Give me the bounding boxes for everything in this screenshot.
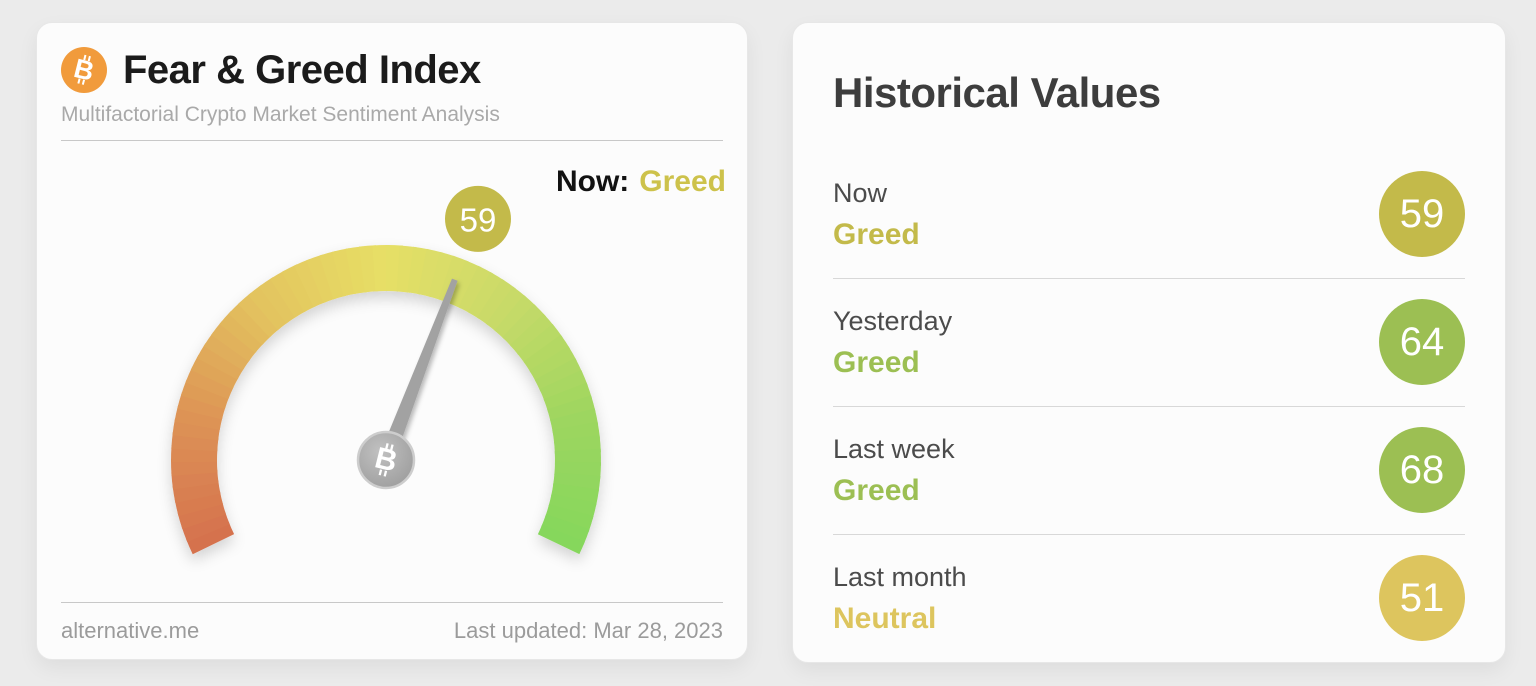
historical-row: Now Greed 59 [833, 151, 1465, 279]
gauge-value-badge [445, 185, 511, 252]
row-label: Last week [833, 433, 955, 464]
row-text: Last week Greed [833, 433, 955, 508]
historical-row: Last month Neutral 51 [833, 535, 1465, 662]
bitcoin-icon: B [61, 47, 107, 93]
row-text: Now Greed [833, 177, 920, 252]
row-value-badge: 51 [1379, 555, 1465, 641]
row-value-badge: 64 [1379, 299, 1465, 385]
gauge-value: 59 [460, 201, 497, 238]
fng-footer: alternative.me Last updated: Mar 28, 202… [61, 602, 723, 659]
current-sentiment-label: Now: Greed [556, 165, 726, 199]
row-value-badge: 68 [1379, 427, 1465, 513]
now-sentiment: Greed [639, 165, 726, 198]
row-text: Last month Neutral [833, 561, 967, 636]
footer-brand-link[interactable]: alternative.me [61, 618, 200, 643]
row-label: Yesterday [833, 305, 953, 336]
row-label: Now [833, 177, 888, 208]
row-classification: Greed [833, 217, 920, 251]
row-value-badge: 59 [1379, 171, 1465, 257]
header-divider [61, 140, 723, 141]
historical-row: Yesterday Greed 64 [833, 279, 1465, 407]
fng-title: Fear & Greed Index [123, 47, 481, 92]
row-label: Last month [833, 561, 967, 592]
historical-values-card: Historical Values Now Greed 59 Yesterday… [792, 22, 1506, 663]
fear-greed-card: B Fear & Greed Index Multifactorial Cryp… [36, 22, 748, 660]
historical-title: Historical Values [833, 69, 1161, 116]
row-text: Yesterday Greed [833, 305, 952, 380]
gauge-area: Now: Greed B 59 [37, 141, 747, 592]
fng-subtitle: Multifactorial Crypto Market Sentiment A… [61, 103, 500, 126]
historical-row: Last week Greed 68 [833, 407, 1465, 535]
row-classification: Greed [833, 473, 920, 507]
footer-last-updated: Last updated: Mar 28, 2023 [453, 618, 723, 643]
row-classification: Greed [833, 345, 920, 379]
fear-greed-gauge: B59 [170, 185, 601, 555]
now-label: Now: [555, 165, 630, 198]
historical-rows: Now Greed 59 Yesterday Greed 64 Last wee… [833, 151, 1465, 662]
fng-header: B Fear & Greed Index Multifactorial Cryp… [37, 23, 747, 141]
row-classification: Neutral [833, 601, 937, 635]
